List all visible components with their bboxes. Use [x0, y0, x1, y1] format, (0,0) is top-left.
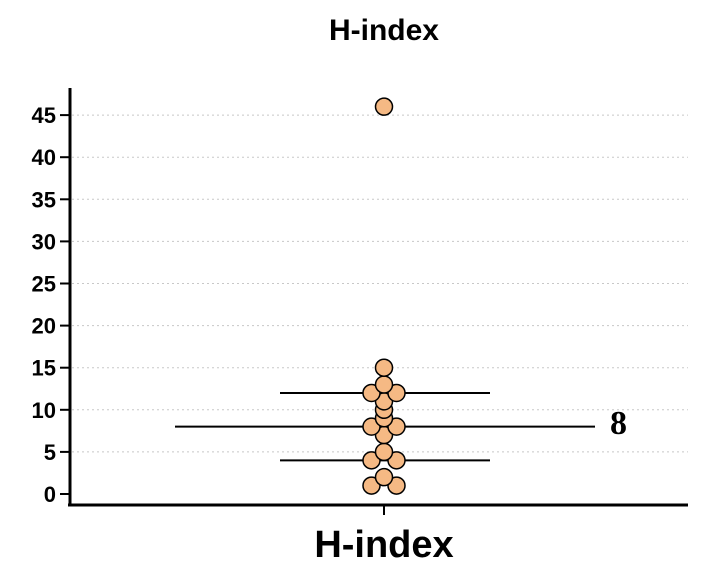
y-tick-label: 5: [44, 440, 56, 465]
chart-title: H-index: [329, 14, 439, 47]
y-tick-label: 40: [32, 145, 56, 170]
data-point: [374, 442, 394, 462]
data-point: [374, 375, 394, 394]
data-point: [374, 97, 394, 116]
y-axis-ticks: 0 5 10 15 20 25 30 35 40 45: [32, 103, 70, 507]
x-axis-label: H-index: [314, 524, 453, 562]
data-points: [362, 97, 406, 495]
y-tick-label: 35: [32, 187, 56, 212]
median-label: 8: [610, 405, 627, 442]
y-tick-label: 0: [44, 482, 56, 507]
y-tick-label: 45: [32, 103, 56, 128]
y-tick-label: 10: [32, 398, 56, 423]
y-tick-label: 20: [32, 314, 56, 339]
y-tick-label: 25: [32, 272, 56, 297]
y-tick-label: 15: [32, 356, 56, 381]
data-point: [374, 358, 394, 377]
y-tick-label: 30: [32, 229, 56, 254]
data-point: [374, 467, 394, 487]
